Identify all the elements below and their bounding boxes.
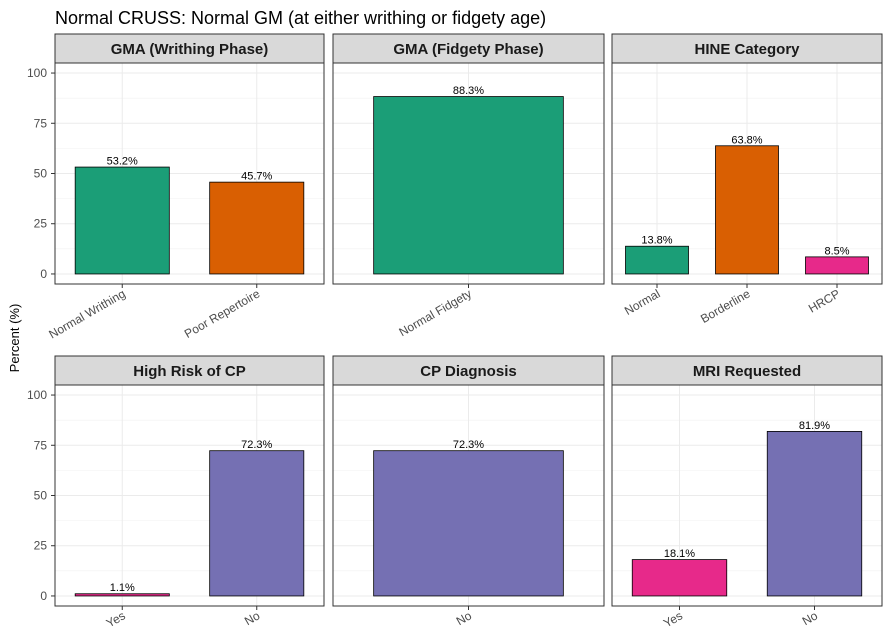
x-tick-label: Yes <box>661 608 685 630</box>
bar-normal <box>625 245 689 275</box>
panel-1: GMA (Writhing Phase) 53.2% 45.7% 0 25 50 75 100… <box>27 33 325 342</box>
x-tick-label: No <box>800 608 821 628</box>
x-tick-label: Yes <box>104 608 128 630</box>
bar-poor-repertoire <box>209 181 305 275</box>
panels: GMA (Writhing Phase) 53.2% 45.7% 0 25 50 75 100… <box>27 33 883 630</box>
y-tick-label: 25 <box>34 539 48 553</box>
bar-data-label: 53.2% <box>107 156 138 168</box>
panel-4: High Risk of CP 1.1% 72.3% 0 25 50 75 100 Yes No <box>27 355 325 630</box>
chart-title: Normal CRUSS: Normal GM (at either writh… <box>55 8 546 28</box>
panel-3: HINE Category 13.8% 63.8% 8.5% Normal Borderl… <box>611 33 883 326</box>
bar-data-label: 18.1% <box>664 548 695 560</box>
x-tick-label: No <box>242 608 263 628</box>
panel-title: MRI Requested <box>693 363 801 380</box>
panel-border <box>611 384 883 607</box>
panel-strip <box>611 355 883 386</box>
panel-strip <box>332 33 605 64</box>
panel-title: CP Diagnosis <box>420 363 516 380</box>
bar-data-label: 63.8% <box>731 134 762 146</box>
panel-title: HINE Category <box>694 41 800 58</box>
x-tick-label: Normal Fidgety <box>397 286 474 339</box>
bar-normal-fidgety <box>373 96 564 275</box>
y-axis-label: Percent (%) <box>7 304 22 373</box>
bar-yes <box>631 559 728 597</box>
y-tick-label: 50 <box>34 167 48 181</box>
bar-yes <box>74 593 170 597</box>
y-tick-label: 0 <box>40 267 47 281</box>
panel-strip <box>332 355 605 386</box>
y-tick-label: 25 <box>34 217 48 231</box>
panel-6: MRI Requested 18.1% 81.9% Yes No <box>611 355 883 630</box>
x-tick-label: Borderline <box>698 286 753 326</box>
y-tick-label: 100 <box>27 66 47 80</box>
panel-5: CP Diagnosis 72.3% No <box>332 355 605 628</box>
bar-data-label: 13.8% <box>641 235 672 247</box>
panel-title: High Risk of CP <box>133 363 246 380</box>
bar-data-label: 8.5% <box>824 245 849 257</box>
bar-data-label: 72.3% <box>453 439 484 451</box>
bar-hrcp <box>805 256 869 275</box>
bar-data-label: 45.7% <box>241 171 272 183</box>
y-tick-label: 75 <box>34 116 48 130</box>
x-tick-label: Normal <box>622 286 662 317</box>
panel-title: GMA (Fidgety Phase) <box>393 41 543 58</box>
bar-borderline <box>715 145 779 275</box>
bar-normal-writhing <box>74 166 170 275</box>
bar-data-label: 1.1% <box>110 582 135 594</box>
panel-strip <box>54 33 325 64</box>
bar-no <box>766 431 863 597</box>
bar-no <box>209 450 305 597</box>
y-tick-label: 75 <box>34 438 48 452</box>
x-tick-label: Poor Repertoire <box>182 286 263 341</box>
bar-no <box>373 450 564 597</box>
y-tick-label: 0 <box>40 589 47 603</box>
y-tick-label: 100 <box>27 388 47 402</box>
x-tick-label: HRCP <box>806 286 842 315</box>
bar-data-label: 81.9% <box>799 420 830 432</box>
bar-data-label: 88.3% <box>453 85 484 97</box>
panel-2: GMA (Fidgety Phase) 88.3% Normal Fidgety <box>332 33 605 339</box>
x-tick-label: Normal Writhing <box>46 286 127 341</box>
panel-strip <box>54 355 325 386</box>
panel-title: GMA (Writhing Phase) <box>111 41 269 58</box>
y-tick-label: 50 <box>34 489 48 503</box>
x-tick-label: No <box>454 608 475 628</box>
bar-data-label: 72.3% <box>241 439 272 451</box>
